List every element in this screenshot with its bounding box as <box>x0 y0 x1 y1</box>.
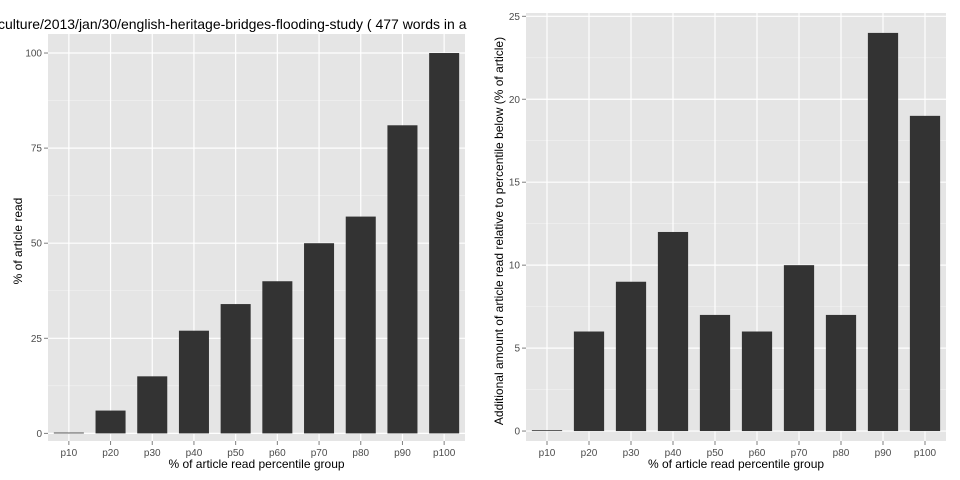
bar-p20 <box>573 331 605 432</box>
x-tick-label: p90 <box>394 448 411 459</box>
x-tick-label: p80 <box>352 448 369 459</box>
x-tick-label: p70 <box>791 448 808 459</box>
x-tick-label: p60 <box>269 448 286 459</box>
bar-p70 <box>783 265 815 432</box>
x-axis-title: % of article read percentile group <box>168 457 344 471</box>
y-tick-label: 0 <box>514 427 520 438</box>
bar-p100 <box>909 115 941 432</box>
y-tick-label: 10 <box>509 261 521 272</box>
x-axis-title: % of article read percentile group <box>648 457 824 471</box>
bar-p30 <box>615 281 647 432</box>
bar-p30 <box>137 376 168 434</box>
x-tick-label: p20 <box>581 448 598 459</box>
bar-p90 <box>387 125 418 434</box>
bar-p70 <box>304 243 335 434</box>
bar-p80 <box>825 314 857 432</box>
bar-p60 <box>262 281 293 434</box>
y-tick-label: 100 <box>25 49 42 60</box>
x-tick-label: p30 <box>144 448 161 459</box>
bars <box>53 53 460 434</box>
bar-p20 <box>95 410 126 434</box>
y-axis-title: % of article read <box>11 198 25 285</box>
x-tick-label: p40 <box>665 448 682 459</box>
y-axis-title: Additional amount of article read relati… <box>492 37 506 425</box>
bars <box>531 32 941 432</box>
x-tick-label: p70 <box>311 448 328 459</box>
x-tick-label: p80 <box>833 448 850 459</box>
bar-p50 <box>699 314 731 432</box>
y-tick-label: 25 <box>31 334 43 345</box>
bar-p50 <box>220 304 251 434</box>
x-tick-label: p10 <box>61 448 78 459</box>
y-tick-label: 75 <box>31 144 43 155</box>
y-tick-label: 0 <box>36 429 42 440</box>
x-tick-label: p20 <box>102 448 119 459</box>
chart-title: culture/2013/jan/30/english-heritage-bri… <box>0 16 467 32</box>
y-tick-label: 50 <box>31 239 43 250</box>
x-tick-label: p50 <box>227 448 244 459</box>
x-tick-label: p90 <box>875 448 892 459</box>
bar-p100 <box>429 53 460 434</box>
bar-p40 <box>178 330 209 434</box>
x-axis-ticks: p10 p20 p30 p40 p50 p60 p70 p80 p90 p100 <box>61 441 456 459</box>
x-tick-label: p10 <box>539 448 556 459</box>
y-axis-ticks: 0 25 50 75 100 <box>25 49 48 440</box>
y-tick-label: 5 <box>514 344 520 355</box>
x-tick-label: p60 <box>749 448 766 459</box>
bar-p90 <box>867 32 899 432</box>
bar-p40 <box>657 231 689 432</box>
percent-read-chart: culture/2013/jan/30/english-heritage-bri… <box>0 16 467 471</box>
y-tick-label: 15 <box>509 178 521 189</box>
x-tick-label: p40 <box>186 448 203 459</box>
y-axis-ticks: 0 5 10 15 20 25 <box>509 12 526 438</box>
x-tick-label: p30 <box>623 448 640 459</box>
x-tick-label: p100 <box>433 448 456 459</box>
y-tick-label: 20 <box>509 95 521 106</box>
x-tick-label: p100 <box>914 448 937 459</box>
y-tick-label: 25 <box>509 12 521 23</box>
bar-p10 <box>53 432 84 434</box>
x-tick-label: p50 <box>707 448 724 459</box>
bar-p80 <box>345 216 376 434</box>
bar-p10 <box>531 430 563 432</box>
x-axis-ticks: p10 p20 p30 p40 p50 p60 p70 p80 p90 p100 <box>539 441 937 459</box>
bar-p60 <box>741 331 773 432</box>
